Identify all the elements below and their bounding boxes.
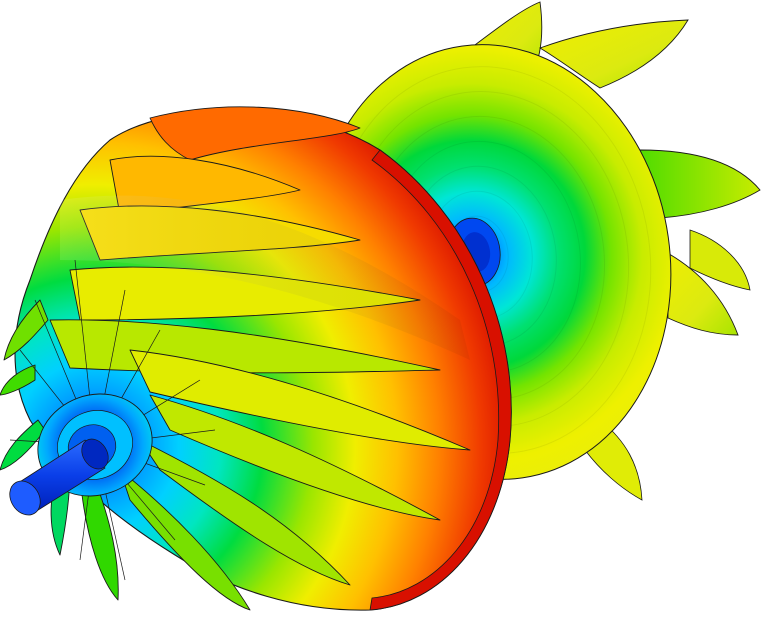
compressor-blade (129, 349, 471, 451)
compressor-blade (3, 299, 49, 361)
compressor-blade (119, 469, 251, 611)
turbine-blade (538, 19, 689, 89)
compressor-blade (81, 479, 119, 601)
turbine-blade (689, 229, 751, 291)
compressor-blade (149, 106, 361, 161)
compressor-blade (139, 439, 351, 586)
compressor-blade (0, 364, 36, 396)
compressor-wheel (0, 106, 512, 611)
shaft (9, 438, 109, 516)
compressor-blade (149, 394, 441, 521)
compressor-blade (0, 419, 46, 471)
